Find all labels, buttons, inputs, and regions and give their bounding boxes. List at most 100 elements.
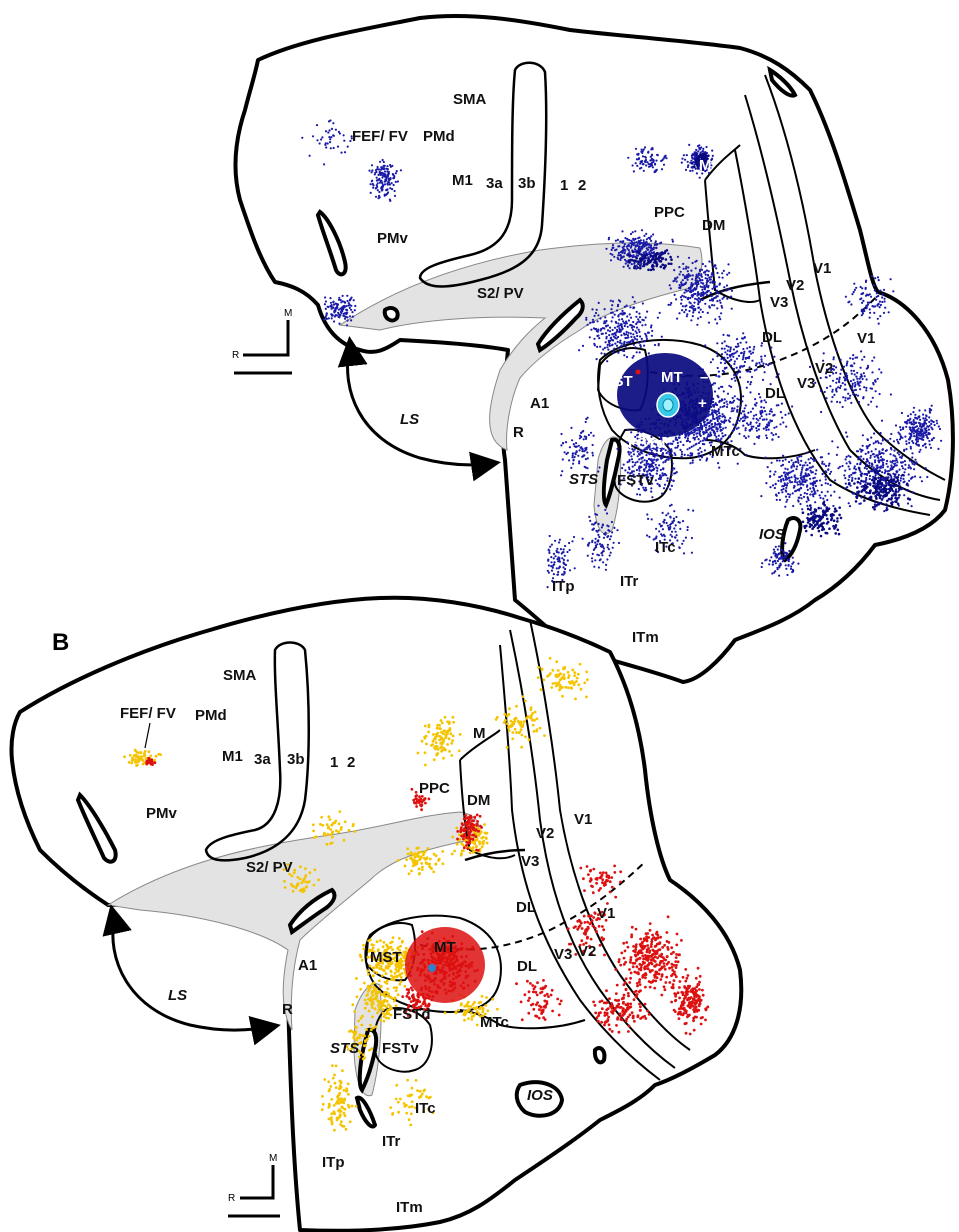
labeled-cell-dot [379,160,382,163]
labeled-cell-dot [627,331,630,334]
labeled-cell-dot [645,464,648,467]
labeled-cell-dot [391,188,394,191]
labeled-cell-dot [341,300,344,303]
labeled-cell-dot [686,165,690,169]
labeled-cell-dot [928,420,931,424]
labeled-cell-dot [143,750,147,753]
labeled-cell-dot [663,519,666,522]
labeled-cell-dot [871,359,874,362]
labeled-cell-dot [771,484,775,487]
labeled-cell-dot [581,344,585,347]
labeled-cell-dot [525,716,529,720]
labeled-cell-dot [562,548,565,551]
labeled-cell-dot [657,255,661,258]
labeled-cell-dot [787,412,790,415]
labeled-cell-dot [420,739,424,743]
labeled-cell-dot [637,430,640,433]
labeled-cell-dot [699,427,702,430]
labeled-cell-dot [775,459,779,462]
labeled-cell-dot [788,479,791,482]
labeled-cell-dot [796,483,800,486]
labeled-cell-dot [824,478,827,481]
labeled-cell-dot [657,444,660,447]
labeled-cell-dot [864,452,867,455]
labeled-cell-dot [588,336,591,339]
labeled-cell-dot [785,500,788,503]
labeled-cell-dot [701,286,704,289]
labeled-cell-dot [134,749,138,753]
labeled-cell-dot [744,404,747,407]
labeled-cell-dot [698,430,702,433]
labeled-cell-dot [691,461,694,464]
labeled-cell-dot [376,189,379,192]
labeled-cell-dot [837,532,841,536]
labeled-cell-dot [405,858,408,861]
labeled-cell-dot [892,465,895,469]
labeled-cell-dot [778,498,782,501]
labeled-cell-dot [829,513,833,517]
labeled-cell-dot [595,308,598,311]
labeled-cell-dot [896,438,899,441]
labeled-cell-dot [856,356,859,359]
labeled-cell-dot [646,473,649,476]
labeled-cell-dot [763,399,766,402]
labeled-cell-dot [795,468,798,471]
labeled-cell-dot [695,157,698,160]
labeled-cell-dot [551,682,555,685]
labeled-cell-dot [569,681,572,685]
labeled-cell-dot [929,446,933,449]
labeled-cell-dot [611,531,614,534]
labeled-cell-dot [670,448,673,451]
labeled-cell-dot [744,417,747,420]
labeled-cell-dot [820,410,823,414]
labeled-cell-dot [804,529,808,533]
labeled-cell-dot [860,314,863,317]
labeled-cell-dot [670,449,673,452]
labeled-cell-dot [748,346,751,349]
labeled-cell-dot [711,154,714,157]
labeled-cell-dot [721,432,724,435]
labeled-cell-dot [835,453,839,456]
labeled-cell-dot [880,498,884,501]
labeled-cell-dot [825,531,829,535]
labeled-cell-dot [728,360,731,363]
labeled-cell-dot [782,471,786,474]
labeled-cell-dot [897,442,900,445]
panel-a-label-ppc: PPC [654,204,685,221]
labeled-cell-dot [786,498,789,501]
labeled-cell-dot [884,469,887,472]
labeled-cell-dot [607,348,610,351]
labeled-cell-dot [620,342,623,345]
labeled-cell-dot [561,675,564,679]
labeled-cell-dot [721,448,724,452]
labeled-cell-dot [383,194,386,197]
labeled-cell-dot [635,444,638,447]
labeled-cell-dot [665,545,668,548]
labeled-cell-dot [707,433,710,436]
labeled-cell-dot [693,163,696,166]
labeled-cell-dot [681,157,684,160]
labeled-cell-dot [688,433,691,436]
labeled-cell-dot [715,267,718,270]
labeled-cell-dot [922,413,925,416]
labeled-cell-dot [741,358,745,361]
labeled-cell-dot [865,467,869,470]
labeled-cell-dot [859,388,862,391]
labeled-cell-dot [648,237,652,240]
labeled-cell-dot [660,241,663,244]
labeled-cell-dot [748,350,751,353]
labeled-cell-dot [882,288,886,291]
labeled-cell-dot [820,528,824,532]
labeled-cell-dot [842,396,845,399]
labeled-cell-dot [451,715,455,719]
labeled-cell-dot [381,158,384,162]
labeled-cell-dot [871,274,874,278]
labeled-cell-dot [798,480,801,483]
labeled-cell-dot [620,328,623,331]
labeled-cell-dot [878,452,881,455]
labeled-cell-dot [651,439,654,442]
labeled-cell-dot [760,358,763,361]
labeled-cell-dot [850,364,853,367]
labeled-cell-dot [650,435,653,438]
labeled-cell-dot [736,350,739,353]
